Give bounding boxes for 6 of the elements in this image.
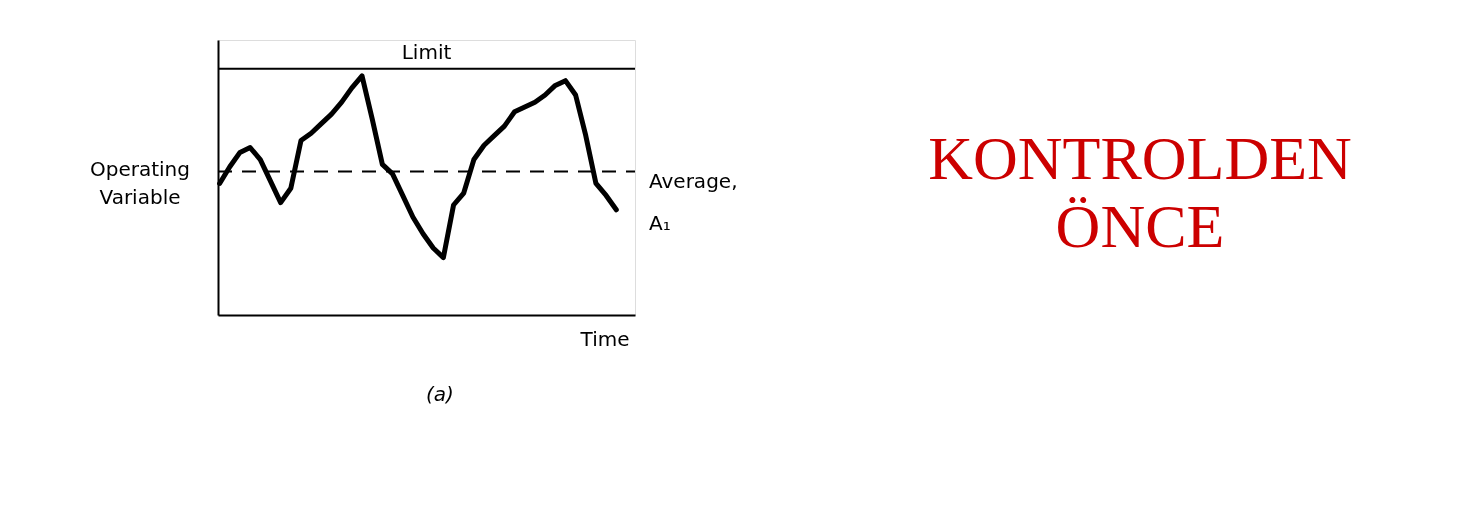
x-axis-title: Time	[579, 327, 630, 351]
ref-line-label: Limit	[401, 39, 452, 64]
text: (a)	[426, 382, 454, 406]
y-axis-title: Operating Variable	[90, 157, 190, 209]
ref-line-label: Average, A₁	[649, 168, 738, 235]
text: KONTROLDEN ÖNCE	[928, 124, 1352, 260]
